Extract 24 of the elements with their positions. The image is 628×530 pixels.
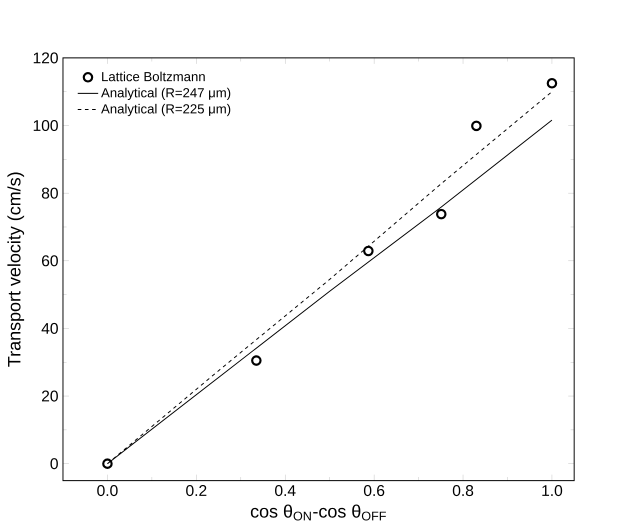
point bbox=[471, 120, 482, 132]
point bbox=[436, 208, 447, 220]
legend-label: Lattice Boltzmann bbox=[102, 72, 205, 82]
y-axis-title: Transport velocity (cm/s) bbox=[7, 172, 24, 367]
y-tick-label: 40 bbox=[42, 322, 58, 334]
point bbox=[251, 355, 262, 366]
y-tick-label: 80 bbox=[42, 188, 58, 199]
x-tick-label: 0.6 bbox=[364, 485, 384, 496]
y-tick-label: 100 bbox=[34, 120, 58, 132]
y-tick-label: 20 bbox=[42, 390, 58, 402]
x-tick-label: 0.8 bbox=[452, 485, 474, 496]
point bbox=[546, 78, 558, 89]
x-tick-label: 1.0 bbox=[542, 485, 562, 496]
x-tick-label: 0.0 bbox=[97, 485, 118, 496]
legend-label: Analytical (R=247 μm) bbox=[101, 88, 230, 100]
y-tick-label: 60 bbox=[42, 255, 58, 266]
x-axis-title: cos θ$_{ON}$-cos θ$_{OFF}$ bbox=[250, 504, 386, 521]
point bbox=[363, 246, 374, 256]
x-tick-label: 0.4 bbox=[275, 485, 296, 496]
y-tick-label: 120 bbox=[34, 52, 58, 64]
x-tick-label: 0.2 bbox=[186, 485, 206, 496]
point bbox=[102, 458, 113, 469]
y-tick-label: 0 bbox=[50, 458, 58, 470]
legend-label: Analytical (R=225 μm) bbox=[101, 104, 230, 116]
